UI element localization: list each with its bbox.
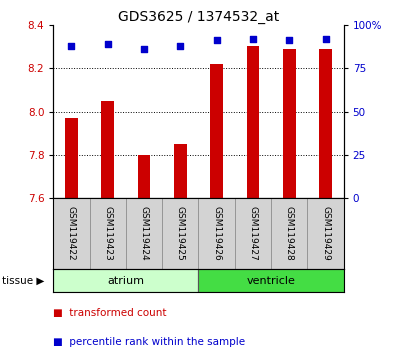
Bar	[199, 198, 235, 269]
Bar	[283, 48, 295, 198]
Bar	[102, 101, 114, 198]
Bar	[90, 198, 126, 269]
Bar	[174, 144, 187, 198]
Bar	[319, 48, 332, 198]
Point	[141, 46, 147, 52]
Text: ■  transformed count: ■ transformed count	[53, 308, 167, 318]
Bar	[246, 46, 259, 198]
Text: GSM119422: GSM119422	[67, 206, 76, 261]
Bar	[162, 198, 199, 269]
Text: GSM119426: GSM119426	[212, 206, 221, 261]
Point	[213, 38, 220, 43]
Bar	[53, 269, 199, 292]
Text: GSM119424: GSM119424	[139, 206, 149, 261]
Bar	[235, 198, 271, 269]
Text: tissue ▶: tissue ▶	[2, 275, 44, 286]
Bar	[199, 269, 344, 292]
Text: GSM119423: GSM119423	[103, 206, 112, 261]
Bar	[271, 198, 307, 269]
Text: GSM119428: GSM119428	[285, 206, 294, 261]
Bar	[126, 198, 162, 269]
Text: GSM119425: GSM119425	[176, 206, 185, 261]
Point	[286, 38, 292, 43]
Point	[177, 43, 184, 48]
Text: atrium: atrium	[107, 275, 145, 286]
Bar	[210, 64, 223, 198]
Bar	[138, 155, 150, 198]
Title: GDS3625 / 1374532_at: GDS3625 / 1374532_at	[118, 10, 279, 24]
Bar	[307, 198, 344, 269]
Bar	[65, 118, 78, 198]
Point	[250, 36, 256, 41]
Bar	[53, 198, 90, 269]
Text: GSM119427: GSM119427	[248, 206, 258, 261]
Text: ■  percentile rank within the sample: ■ percentile rank within the sample	[53, 337, 245, 347]
Point	[68, 43, 75, 48]
Text: GSM119429: GSM119429	[321, 206, 330, 261]
Point	[105, 41, 111, 47]
Point	[322, 36, 329, 41]
Text: ventricle: ventricle	[246, 275, 295, 286]
